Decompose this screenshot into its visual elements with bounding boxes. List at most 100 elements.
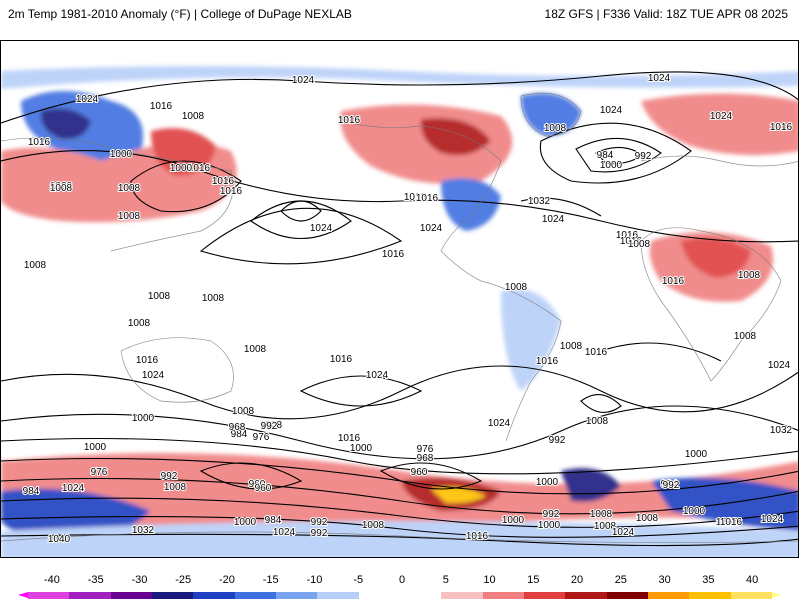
isobar-label: 1000: [536, 477, 559, 488]
anomaly-region-russia-warm: [641, 93, 798, 155]
isobar-label: 1040: [48, 534, 71, 545]
isobar-label: 1024: [600, 105, 623, 116]
isobar-line: [1, 405, 798, 460]
isobar-label: 1016: [188, 163, 211, 174]
colorbar-segment: [151, 592, 194, 599]
isobar-label: 1016: [220, 186, 243, 197]
isobar-label: 1008: [505, 282, 528, 293]
isobar-label: 1008: [738, 270, 761, 281]
colorbar-tick-label: 30: [658, 574, 671, 586]
isobar-label: 1000: [84, 442, 107, 453]
isobar-label: 1008: [118, 211, 141, 222]
isobar-label: 992: [311, 528, 328, 539]
colorbar-segment: [193, 592, 235, 599]
coastline-south-america: [480, 280, 562, 442]
isobar-label: 1016: [136, 355, 159, 366]
colorbar-tick-label: 35: [702, 574, 715, 586]
colorbar-tick-label: 25: [614, 574, 627, 586]
isobar-label: 1016: [28, 137, 51, 148]
isobar-label: 1024: [761, 514, 784, 525]
anomaly-region-greenland-cold: [521, 93, 581, 136]
colorbar-segment: [441, 592, 483, 599]
colorbar-segment: [399, 592, 442, 599]
isobar-label: 1016: [716, 517, 739, 528]
isobar-label: 1008: [182, 111, 205, 122]
colorbar-tick-label: 0: [398, 574, 406, 586]
isobar-label: 1016: [212, 176, 235, 187]
isobar-label: 1016: [416, 193, 439, 204]
isobar-label: 1024: [273, 527, 296, 538]
isobar-label: 976: [91, 467, 108, 478]
isobar-line: [299, 375, 423, 407]
isobar-label: 1016: [338, 433, 361, 444]
colorbar-legend: -40 -35 -30 -25 -20 -15 -10 -5 0 5 10 15 20 25 30 35 40: [0, 570, 800, 600]
anomaly-region-siberia-core: [40, 108, 91, 140]
anomaly-region-canada-core: [420, 117, 491, 156]
anomaly-region-sahara-core: [681, 237, 751, 278]
isobar-label: 976: [417, 444, 434, 455]
isobar-label: 984: [23, 486, 40, 497]
colorbar-segment: [69, 592, 111, 599]
isobar-label: 984: [265, 515, 282, 526]
colorbar-segment: [28, 592, 70, 599]
colorbar-tick-label: -20: [218, 574, 235, 586]
colorbar-tick-label: -30: [131, 574, 148, 586]
colorbar-scale: [28, 592, 772, 599]
isobar-label: 1024: [768, 360, 791, 371]
isobar-label: 1008: [128, 318, 151, 329]
isobar-label: 1000: [538, 520, 561, 531]
isobar-label: 1008: [628, 239, 651, 250]
isobar-label: 1000: [350, 443, 373, 454]
isobar-label: 1024: [420, 223, 443, 234]
colorbar-tick-label: -25: [175, 574, 192, 586]
anomaly-region-china-warm: [151, 128, 216, 176]
isobar-label: 960: [411, 467, 428, 478]
colorbar-min-arrow: [18, 592, 28, 598]
isobar-label: 1000: [170, 163, 193, 174]
colorbar-tick-label: -35: [87, 574, 104, 586]
map-panel: 1024 1024 1016 1008 1016 1008 1000 1016 1008 1000…: [0, 40, 799, 558]
map-canvas: 1024102410161008101610081000101610081000…: [1, 66, 798, 557]
isobar-label: 1032: [770, 425, 793, 436]
colorbar-max-arrow: [772, 592, 782, 598]
isobar-contours: [1, 71, 798, 547]
colorbar-tick-label: -40: [43, 574, 60, 586]
map-title: 2m Temp 1981-2010 Anomaly (°F) | College…: [8, 7, 352, 21]
coastline-north-america: [340, 120, 502, 282]
isobar-label: 1008: [24, 260, 47, 271]
colorbar-tick-label: 15: [527, 574, 540, 586]
isobar-label: 1016: [150, 101, 173, 112]
isobar-label: 1008: [244, 344, 267, 355]
isobar-label: 1024: [488, 418, 511, 429]
isobar-label: 1000: [600, 160, 623, 171]
colorbar-segment: [647, 592, 690, 599]
colorbar-tick-label: -5: [353, 574, 364, 586]
isobar-label: 976: [253, 432, 270, 443]
isobar-line: [199, 207, 403, 265]
isobar-label: 1032: [528, 196, 551, 207]
isobar-labels: 1024102410161008101610081000101610081000…: [22, 72, 794, 546]
colorbar-tick-label: 20: [570, 574, 584, 586]
anomaly-region-samerica-cold: [501, 289, 561, 391]
colorbar-segment: [565, 592, 607, 599]
isobar-label: 1008: [586, 416, 609, 427]
anomaly-region-us-cold: [441, 178, 501, 231]
isobar-line: [539, 122, 692, 184]
colorbar-tick-label: 5: [442, 574, 449, 586]
isobar-label: 1008: [594, 521, 617, 532]
isobar-label: 1024: [648, 73, 671, 84]
isobar-label: 1024: [292, 75, 315, 86]
isobar-label: 992: [311, 517, 328, 528]
isobar-line: [1, 365, 798, 420]
coastline-asia: [1, 137, 234, 252]
colorbar-segment: [606, 592, 648, 599]
anomaly-region-arctic-blue: [1, 66, 798, 89]
isobar-line: [1, 71, 798, 124]
isobar-label: 1008: [560, 341, 583, 352]
isobar-label: 1024: [142, 370, 165, 381]
colorbar-segment: [730, 592, 772, 599]
isobar-line: [595, 146, 645, 165]
isobar-label: 1024: [76, 94, 99, 105]
isobar-label: 960: [249, 479, 266, 490]
isobar-label: 1016: [382, 249, 405, 260]
